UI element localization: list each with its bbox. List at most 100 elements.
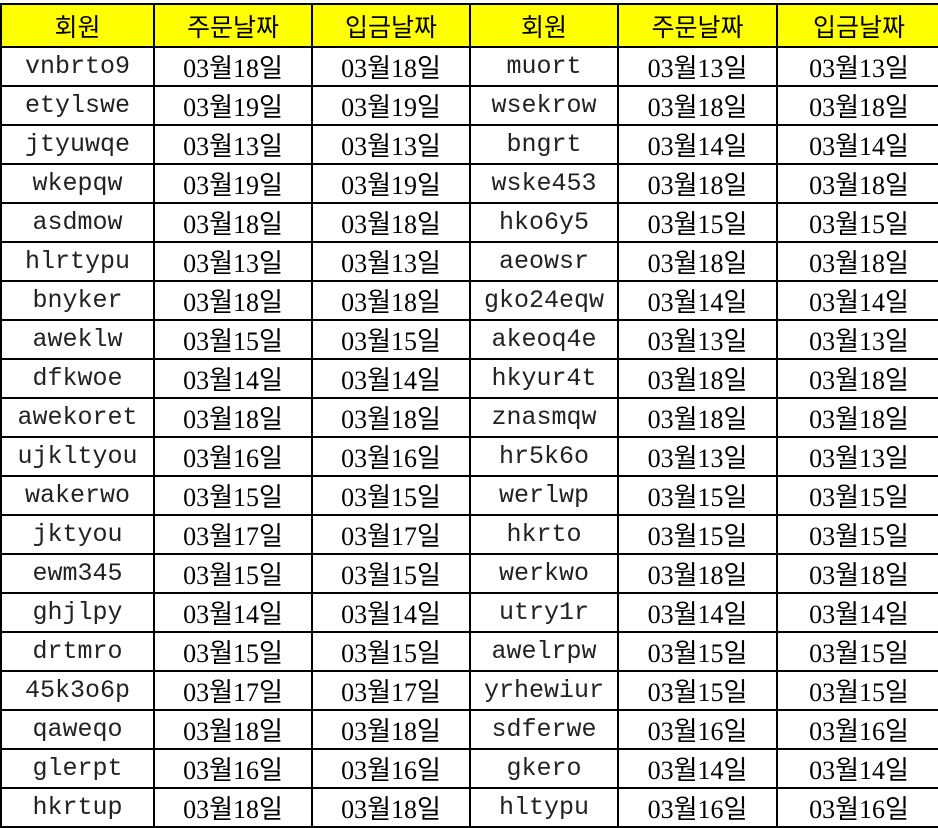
order-date-cell[interactable]: 03월16일 — [617, 787, 778, 828]
member-cell[interactable]: glerpt — [0, 748, 155, 789]
order-date-cell[interactable]: 03월13일 — [617, 46, 778, 87]
member-cell[interactable]: hr5k6o — [469, 436, 619, 477]
order-date-cell[interactable]: 03월15일 — [153, 319, 313, 360]
order-date-cell[interactable]: 03월15일 — [617, 475, 778, 516]
deposit-date-cell[interactable]: 03월18일 — [776, 553, 938, 594]
member-cell[interactable]: 45k3o6p — [0, 670, 155, 711]
deposit-date-cell[interactable]: 03월16일 — [311, 748, 471, 789]
order-date-cell[interactable]: 03월18일 — [617, 85, 778, 126]
member-cell[interactable]: hlrtypu — [0, 241, 155, 282]
order-date-cell[interactable]: 03월17일 — [153, 514, 313, 555]
deposit-date-cell[interactable]: 03월18일 — [776, 358, 938, 399]
order-date-cell[interactable]: 03월16일 — [153, 436, 313, 477]
deposit-date-cell[interactable]: 03월18일 — [776, 397, 938, 438]
deposit-date-cell[interactable]: 03월19일 — [311, 85, 471, 126]
member-cell[interactable]: awekoret — [0, 397, 155, 438]
member-cell[interactable]: awelrpw — [469, 631, 619, 672]
deposit-date-cell[interactable]: 03월13일 — [776, 319, 938, 360]
header-order-date-right[interactable]: 주문날짜 — [617, 3, 778, 48]
member-cell[interactable]: bngrt — [469, 124, 619, 165]
member-cell[interactable]: znasmqw — [469, 397, 619, 438]
order-date-cell[interactable]: 03월15일 — [617, 631, 778, 672]
member-cell[interactable]: wsekrow — [469, 85, 619, 126]
member-cell[interactable]: akeoq4e — [469, 319, 619, 360]
order-date-cell[interactable]: 03월19일 — [153, 163, 313, 204]
deposit-date-cell[interactable]: 03월15일 — [311, 553, 471, 594]
member-cell[interactable]: asdmow — [0, 202, 155, 243]
member-cell[interactable]: aweklw — [0, 319, 155, 360]
member-cell[interactable]: utry1r — [469, 592, 619, 633]
order-date-cell[interactable]: 03월14일 — [153, 592, 313, 633]
deposit-date-cell[interactable]: 03월18일 — [776, 85, 938, 126]
member-cell[interactable]: bnyker — [0, 280, 155, 321]
order-date-cell[interactable]: 03월17일 — [153, 670, 313, 711]
member-cell[interactable]: hltypu — [469, 787, 619, 828]
deposit-date-cell[interactable]: 03월15일 — [776, 514, 938, 555]
deposit-date-cell[interactable]: 03월18일 — [311, 397, 471, 438]
order-date-cell[interactable]: 03월14일 — [617, 592, 778, 633]
order-date-cell[interactable]: 03월19일 — [153, 85, 313, 126]
deposit-date-cell[interactable]: 03월18일 — [776, 241, 938, 282]
order-date-cell[interactable]: 03월15일 — [153, 631, 313, 672]
order-date-cell[interactable]: 03월18일 — [617, 241, 778, 282]
deposit-date-cell[interactable]: 03월16일 — [776, 709, 938, 750]
deposit-date-cell[interactable]: 03월15일 — [776, 202, 938, 243]
order-date-cell[interactable]: 03월15일 — [617, 670, 778, 711]
member-cell[interactable]: hkrto — [469, 514, 619, 555]
member-cell[interactable]: wske453 — [469, 163, 619, 204]
member-cell[interactable]: jktyou — [0, 514, 155, 555]
order-date-cell[interactable]: 03월18일 — [153, 397, 313, 438]
member-cell[interactable]: wakerwo — [0, 475, 155, 516]
order-date-cell[interactable]: 03월16일 — [617, 709, 778, 750]
order-date-cell[interactable]: 03월15일 — [153, 475, 313, 516]
header-member-right[interactable]: 회원 — [469, 3, 619, 48]
deposit-date-cell[interactable]: 03월15일 — [776, 631, 938, 672]
deposit-date-cell[interactable]: 03월14일 — [776, 592, 938, 633]
order-date-cell[interactable]: 03월14일 — [617, 124, 778, 165]
deposit-date-cell[interactable]: 03월15일 — [776, 670, 938, 711]
order-date-cell[interactable]: 03월16일 — [153, 748, 313, 789]
member-cell[interactable]: hko6y5 — [469, 202, 619, 243]
order-date-cell[interactable]: 03월13일 — [153, 241, 313, 282]
order-date-cell[interactable]: 03월18일 — [617, 358, 778, 399]
order-date-cell[interactable]: 03월18일 — [153, 46, 313, 87]
member-cell[interactable]: yrhewiur — [469, 670, 619, 711]
order-date-cell[interactable]: 03월18일 — [617, 397, 778, 438]
deposit-date-cell[interactable]: 03월14일 — [311, 358, 471, 399]
deposit-date-cell[interactable]: 03월15일 — [311, 631, 471, 672]
order-date-cell[interactable]: 03월18일 — [153, 202, 313, 243]
member-cell[interactable]: muort — [469, 46, 619, 87]
deposit-date-cell[interactable]: 03월19일 — [311, 163, 471, 204]
deposit-date-cell[interactable]: 03월18일 — [311, 280, 471, 321]
member-cell[interactable]: ghjlpy — [0, 592, 155, 633]
member-cell[interactable]: dfkwoe — [0, 358, 155, 399]
deposit-date-cell[interactable]: 03월14일 — [776, 280, 938, 321]
header-deposit-date-left[interactable]: 입금날짜 — [311, 3, 471, 48]
member-cell[interactable]: hkyur4t — [469, 358, 619, 399]
header-deposit-date-right[interactable]: 입금날짜 — [776, 3, 938, 48]
order-date-cell[interactable]: 03월14일 — [153, 358, 313, 399]
member-cell[interactable]: jtyuwqe — [0, 124, 155, 165]
header-member-left[interactable]: 회원 — [0, 3, 155, 48]
deposit-date-cell[interactable]: 03월18일 — [311, 202, 471, 243]
deposit-date-cell[interactable]: 03월18일 — [776, 163, 938, 204]
deposit-date-cell[interactable]: 03월16일 — [311, 436, 471, 477]
member-cell[interactable]: ewm345 — [0, 553, 155, 594]
order-date-cell[interactable]: 03월13일 — [153, 124, 313, 165]
order-date-cell[interactable]: 03월14일 — [617, 748, 778, 789]
member-cell[interactable]: gkero — [469, 748, 619, 789]
deposit-date-cell[interactable]: 03월13일 — [311, 241, 471, 282]
deposit-date-cell[interactable]: 03월14일 — [311, 592, 471, 633]
deposit-date-cell[interactable]: 03월18일 — [311, 787, 471, 828]
order-date-cell[interactable]: 03월13일 — [617, 319, 778, 360]
deposit-date-cell[interactable]: 03월15일 — [311, 319, 471, 360]
member-cell[interactable]: sdferwe — [469, 709, 619, 750]
order-date-cell[interactable]: 03월15일 — [617, 514, 778, 555]
deposit-date-cell[interactable]: 03월17일 — [311, 670, 471, 711]
member-cell[interactable]: drtmro — [0, 631, 155, 672]
order-date-cell[interactable]: 03월15일 — [153, 553, 313, 594]
deposit-date-cell[interactable]: 03월15일 — [311, 475, 471, 516]
order-date-cell[interactable]: 03월14일 — [617, 280, 778, 321]
member-cell[interactable]: etylswe — [0, 85, 155, 126]
deposit-date-cell[interactable]: 03월14일 — [776, 124, 938, 165]
